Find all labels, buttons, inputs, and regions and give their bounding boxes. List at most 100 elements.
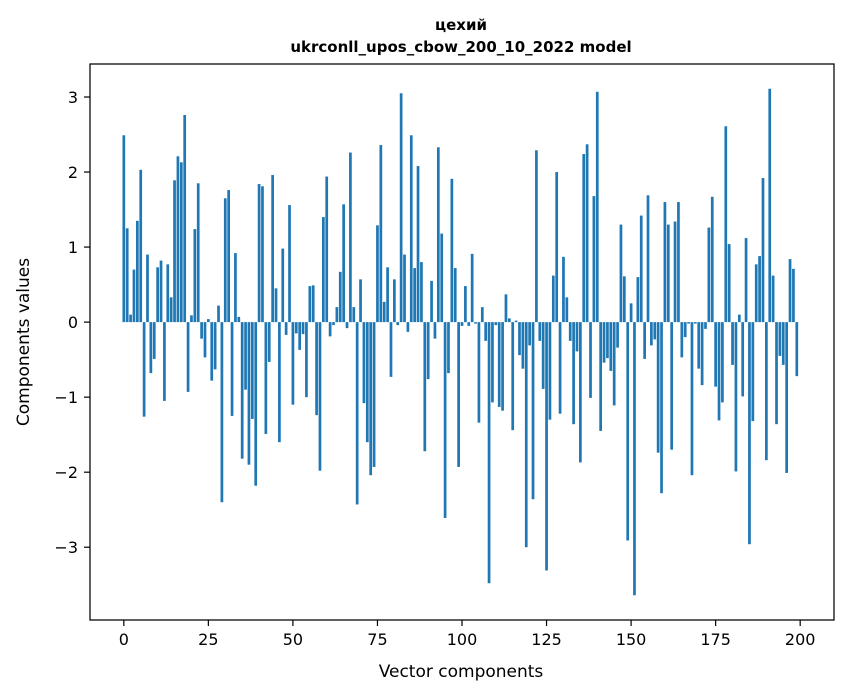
bar bbox=[582, 154, 586, 323]
bar bbox=[267, 322, 271, 362]
bar bbox=[396, 322, 400, 326]
bar bbox=[785, 322, 789, 473]
bar bbox=[186, 322, 190, 392]
bar bbox=[507, 318, 511, 323]
bar bbox=[132, 269, 136, 323]
bar bbox=[271, 175, 274, 323]
bar bbox=[318, 322, 322, 471]
bar bbox=[423, 322, 427, 452]
y-tick-label: 3 bbox=[68, 88, 78, 107]
bar bbox=[491, 322, 494, 403]
bar bbox=[403, 254, 406, 323]
bar bbox=[687, 322, 690, 324]
bar bbox=[761, 178, 765, 323]
bar bbox=[382, 301, 386, 323]
bar bbox=[555, 172, 559, 323]
bar bbox=[399, 93, 403, 323]
bar bbox=[345, 322, 349, 329]
bar bbox=[633, 322, 636, 596]
bar bbox=[338, 271, 342, 323]
bar bbox=[710, 196, 714, 323]
bar bbox=[511, 322, 515, 431]
bar bbox=[562, 256, 565, 323]
bar bbox=[355, 322, 359, 505]
bar bbox=[497, 322, 501, 407]
bar bbox=[420, 262, 423, 323]
bar bbox=[467, 322, 471, 326]
bar bbox=[518, 322, 521, 356]
y-axis-label: Components values bbox=[14, 258, 34, 426]
bar bbox=[737, 314, 741, 323]
bar bbox=[724, 126, 728, 323]
bar bbox=[660, 322, 663, 494]
bar bbox=[335, 307, 339, 323]
bar bbox=[619, 224, 623, 323]
bar bbox=[203, 322, 207, 358]
chart-title: цехий bbox=[435, 16, 487, 34]
bar bbox=[176, 156, 180, 323]
bar bbox=[727, 244, 731, 323]
bar bbox=[244, 322, 247, 390]
bar bbox=[693, 322, 697, 324]
bar bbox=[413, 268, 417, 323]
bar bbox=[748, 322, 751, 545]
bar bbox=[531, 322, 535, 500]
bar bbox=[129, 314, 132, 323]
bar bbox=[183, 115, 187, 323]
x-tick-label: 150 bbox=[616, 630, 647, 649]
bar bbox=[494, 322, 498, 326]
bar bbox=[237, 316, 241, 323]
bar bbox=[707, 227, 711, 323]
bar bbox=[281, 248, 285, 323]
bar bbox=[223, 198, 227, 323]
bar bbox=[704, 322, 707, 329]
bar bbox=[325, 176, 329, 323]
bar bbox=[274, 288, 278, 323]
bar bbox=[163, 322, 166, 401]
bar bbox=[440, 233, 444, 323]
bar bbox=[690, 322, 694, 476]
bar bbox=[612, 322, 616, 406]
bar bbox=[535, 150, 538, 323]
bar bbox=[301, 322, 305, 335]
bar bbox=[321, 217, 325, 323]
bar bbox=[416, 166, 420, 323]
bar bbox=[663, 202, 667, 323]
y-tick-label: 2 bbox=[68, 163, 78, 182]
bar bbox=[589, 322, 592, 398]
bar bbox=[541, 322, 545, 389]
x-tick-label: 25 bbox=[198, 630, 218, 649]
bar bbox=[788, 259, 792, 323]
bar bbox=[311, 285, 315, 323]
bar bbox=[278, 322, 281, 443]
bar bbox=[781, 322, 785, 365]
bar bbox=[261, 186, 264, 323]
bar bbox=[227, 190, 231, 323]
bar bbox=[487, 322, 491, 584]
bar bbox=[430, 280, 433, 323]
bar bbox=[190, 315, 193, 323]
bar bbox=[305, 322, 308, 398]
bar bbox=[308, 286, 312, 323]
bar bbox=[122, 135, 126, 323]
bar bbox=[514, 320, 518, 323]
bar bbox=[332, 322, 335, 326]
bar bbox=[568, 322, 572, 341]
bar bbox=[650, 322, 653, 346]
bar bbox=[409, 135, 413, 323]
bar bbox=[677, 202, 680, 323]
bar bbox=[629, 303, 633, 323]
bar bbox=[264, 322, 268, 434]
bar bbox=[220, 322, 224, 503]
bar bbox=[389, 322, 393, 377]
bar bbox=[626, 322, 630, 541]
bar bbox=[125, 228, 129, 323]
bar bbox=[173, 180, 176, 323]
bar bbox=[751, 322, 755, 422]
x-tick-label: 125 bbox=[531, 630, 562, 649]
bar bbox=[771, 275, 775, 323]
bar bbox=[683, 322, 687, 338]
bar bbox=[196, 183, 200, 323]
x-tick-label: 175 bbox=[700, 630, 731, 649]
bar bbox=[792, 268, 795, 323]
